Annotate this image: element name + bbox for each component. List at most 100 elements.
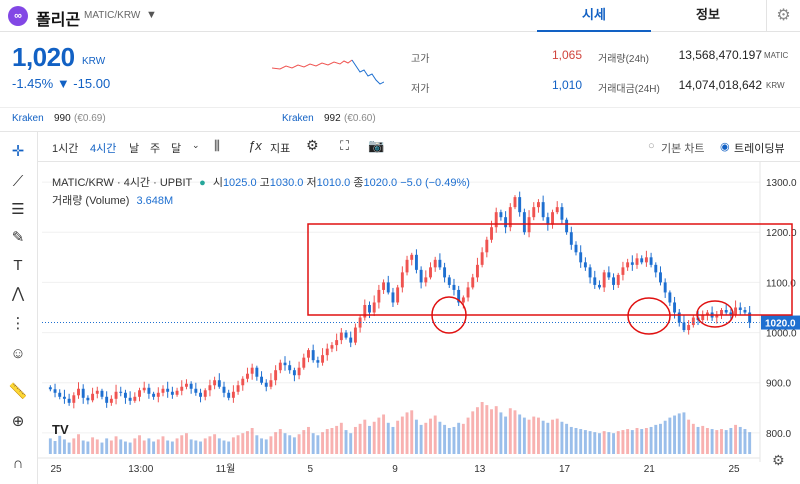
volume-bar	[123, 441, 127, 454]
interval-day[interactable]: 날	[129, 143, 140, 155]
radio-tradingview-icon[interactable]: ◉	[720, 141, 730, 153]
volume-bar	[250, 428, 254, 454]
gear-icon[interactable]: ⚙	[766, 0, 800, 32]
candle-body	[213, 380, 217, 386]
mini-price-chart	[272, 59, 384, 85]
volume-bar	[363, 419, 367, 454]
coin-dropdown-icon[interactable]: ▼	[146, 9, 157, 21]
tab-price[interactable]: 시세	[537, 0, 651, 32]
candle-body	[466, 287, 470, 298]
candle-body	[58, 392, 62, 397]
candle-body	[579, 252, 583, 263]
volume-bar	[720, 429, 723, 454]
candle-body	[433, 259, 437, 268]
volume-bar	[231, 437, 235, 454]
price-unit: KRW	[82, 56, 106, 67]
x-tick-label: 13	[474, 464, 486, 475]
volume-bar	[522, 417, 526, 454]
volume-bar	[565, 423, 569, 454]
volume-bar	[372, 421, 376, 454]
candle-body	[659, 272, 662, 283]
basic-chart-label[interactable]: 기본 차트	[661, 143, 705, 155]
volume-bar	[138, 435, 141, 454]
volume-bar	[452, 426, 456, 454]
interval-4h[interactable]: 4시간	[90, 143, 117, 155]
brush-icon[interactable]: ✎	[11, 229, 25, 246]
candle-body	[222, 386, 226, 393]
candle-body	[565, 219, 569, 233]
indicator-button[interactable]: 지표	[270, 143, 291, 155]
radio-basic-icon[interactable]: ○	[648, 140, 655, 152]
volume-bar	[640, 429, 644, 454]
volume-bar	[180, 435, 184, 454]
candle-body	[588, 267, 592, 278]
zoom-in-icon[interactable]: ⊕	[11, 413, 25, 430]
volume-bar	[128, 442, 132, 454]
x-tick-label: 17	[559, 464, 571, 475]
fib-lines-icon[interactable]: ☰	[11, 201, 25, 218]
interval-dropdown-icon[interactable]: ⌄	[192, 140, 200, 150]
y-tick-label: 1000.0	[766, 329, 797, 340]
volume-bar	[292, 437, 296, 454]
candle-body	[246, 373, 249, 379]
candle-body	[654, 264, 658, 273]
candle-body	[81, 388, 85, 398]
volume-bar	[687, 419, 691, 454]
candle-body	[536, 202, 540, 208]
candle-body	[513, 197, 517, 208]
volume-bar	[109, 440, 113, 454]
magnet-icon[interactable]: ∩	[12, 455, 24, 472]
volume-bar	[264, 439, 268, 454]
candle-body	[499, 212, 503, 218]
support-touch-circle	[627, 297, 671, 335]
volume-bar	[729, 428, 733, 454]
crosshair-icon[interactable]: ✛	[11, 143, 25, 160]
volume-24h-label: 거래량(24h)	[598, 54, 649, 65]
x-tick-label: 25	[728, 464, 740, 475]
volume-bar	[588, 431, 592, 454]
candle-body	[316, 360, 320, 363]
volume-bar	[461, 423, 465, 454]
volume-bar	[166, 440, 170, 454]
chart-settings-icon[interactable]: ⚙	[772, 452, 785, 468]
high-value: 1,065	[551, 48, 582, 62]
settings-icon[interactable]: ⚙	[306, 137, 319, 153]
candle-body	[382, 282, 386, 290]
interval-1h[interactable]: 1시간	[52, 143, 79, 155]
candle-body	[100, 390, 104, 397]
candle-body	[372, 302, 376, 313]
candle-body	[48, 387, 52, 390]
function-icon[interactable]: ƒx	[248, 138, 262, 153]
text-tool-icon[interactable]: T	[13, 257, 23, 274]
interval-week[interactable]: 주	[150, 143, 161, 155]
candle-type-icon[interactable]: ⫼	[214, 138, 220, 153]
volume-bar	[184, 433, 188, 454]
candle-body	[715, 315, 719, 318]
tab-info[interactable]: 정보	[696, 7, 720, 22]
candle-body	[396, 287, 400, 303]
volume-bar	[344, 430, 348, 454]
trend-line-icon[interactable]: ⟋	[12, 173, 24, 190]
candle-body	[607, 272, 611, 278]
prediction-icon[interactable]: ⋮	[10, 315, 26, 332]
candle-body	[612, 277, 616, 285]
emoji-icon[interactable]: ☺	[10, 345, 26, 362]
pattern-icon[interactable]: ⋀	[11, 285, 25, 302]
y-tick-label: 1300.0	[766, 178, 797, 189]
candle-body	[307, 350, 310, 358]
volume-bar	[170, 441, 174, 454]
tradingview-label[interactable]: 트레이딩뷰	[734, 143, 785, 155]
volume-bar	[358, 423, 362, 454]
interval-month[interactable]: 달	[171, 143, 182, 155]
volume-bar	[316, 435, 320, 454]
fullscreen-icon[interactable]: ⛶	[340, 138, 350, 153]
camera-icon[interactable]: 📷	[368, 138, 385, 153]
ruler-icon[interactable]: 📏	[8, 383, 28, 400]
candlestick-chart[interactable]: 800.0 900.0 1000.0 1100.0 1200.0 1300.0 1020.0…	[38, 162, 800, 484]
candle-body	[705, 312, 709, 316]
price-chart-area[interactable]: 800.0 900.0 1000.0 1100.0 1200.0 1300.0 1020.0…	[38, 162, 800, 484]
exchange-name[interactable]: Kraken	[12, 113, 44, 124]
exchange-name[interactable]: Kraken	[282, 113, 314, 124]
candle-body	[344, 332, 348, 338]
change-percent: -1.45%	[12, 76, 54, 91]
